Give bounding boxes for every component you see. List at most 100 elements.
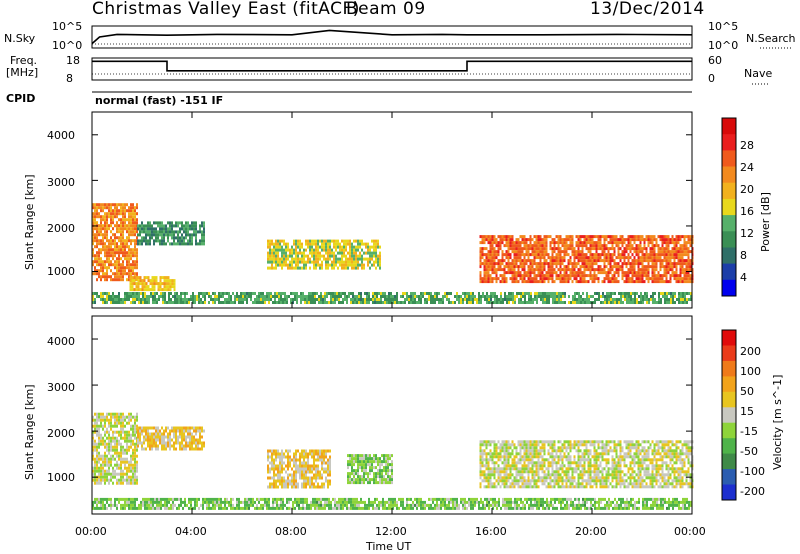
power-cell bbox=[306, 301, 308, 304]
power-cell bbox=[579, 280, 582, 284]
power-cell bbox=[349, 248, 351, 252]
power-cell bbox=[165, 288, 168, 292]
power-cell bbox=[675, 265, 678, 269]
velocity-cell bbox=[325, 470, 327, 474]
power-cell bbox=[271, 260, 273, 264]
velocity-cell bbox=[96, 460, 98, 464]
power-cell bbox=[244, 298, 246, 301]
power-cell bbox=[178, 301, 180, 304]
power-cell bbox=[110, 269, 112, 273]
power-cell bbox=[139, 233, 141, 237]
velocity-cell bbox=[110, 472, 112, 476]
velocity-cell bbox=[102, 412, 104, 416]
power-cell bbox=[497, 277, 500, 281]
velocity-cell bbox=[163, 429, 165, 433]
power-cell bbox=[534, 298, 536, 301]
power-cell bbox=[653, 271, 656, 275]
power-cell bbox=[390, 298, 392, 301]
velocity-cell bbox=[273, 449, 275, 453]
power-cell bbox=[515, 241, 518, 245]
velocity-cell bbox=[361, 457, 363, 461]
power-cell bbox=[246, 298, 248, 301]
power-cell bbox=[629, 280, 632, 284]
velocity-cell bbox=[315, 476, 317, 480]
power-cell bbox=[288, 295, 290, 298]
velocity-cell bbox=[116, 439, 118, 443]
power-cell bbox=[446, 298, 448, 301]
power-cell bbox=[329, 239, 331, 243]
power-cell bbox=[495, 238, 498, 242]
power-cell bbox=[546, 298, 548, 301]
velocity-cell bbox=[132, 481, 134, 485]
power-cell bbox=[141, 279, 144, 283]
power-cell bbox=[544, 292, 546, 295]
power-cell bbox=[646, 298, 648, 301]
power-cell bbox=[561, 256, 564, 260]
power-cell bbox=[641, 259, 644, 263]
velocity-cell bbox=[151, 435, 153, 439]
power-cell bbox=[671, 265, 674, 269]
power-cell bbox=[128, 227, 130, 231]
power-cell bbox=[603, 256, 606, 260]
power-cell bbox=[369, 245, 371, 249]
power-cell bbox=[527, 244, 530, 248]
power-cell bbox=[575, 253, 578, 257]
velocity-cell bbox=[118, 442, 120, 446]
velocity-cell bbox=[385, 466, 387, 470]
power-cell bbox=[126, 292, 128, 295]
power-cell bbox=[468, 301, 470, 304]
power-cell bbox=[92, 248, 94, 252]
power-cell bbox=[100, 257, 102, 261]
power-cell bbox=[347, 242, 349, 246]
power-cell bbox=[264, 295, 266, 298]
velocity-cell bbox=[505, 464, 508, 468]
velocity-cell bbox=[365, 460, 367, 464]
velocity-cell bbox=[357, 457, 359, 461]
power-cell bbox=[240, 298, 242, 301]
power-cell bbox=[624, 295, 626, 298]
power-cell bbox=[149, 239, 151, 243]
velocity-cell bbox=[92, 430, 94, 434]
velocity-cell bbox=[487, 476, 490, 480]
velocity-cell bbox=[137, 429, 139, 433]
power-cell bbox=[163, 227, 165, 231]
power-cell bbox=[617, 253, 620, 257]
power-cell bbox=[633, 256, 636, 260]
power-cell bbox=[489, 253, 492, 257]
power-cell bbox=[527, 259, 530, 263]
power-cell bbox=[159, 276, 162, 280]
power-cell bbox=[679, 277, 682, 281]
velocity-cell bbox=[297, 482, 299, 486]
power-cell bbox=[154, 295, 156, 298]
power-cell bbox=[163, 233, 165, 237]
power-cell bbox=[553, 280, 556, 284]
power-cell bbox=[102, 203, 104, 207]
power-cell bbox=[543, 277, 546, 281]
velocity-cell bbox=[295, 464, 297, 468]
velocity-cell bbox=[359, 457, 361, 461]
power-cell bbox=[629, 265, 632, 269]
power-cell bbox=[112, 218, 114, 222]
power-cell bbox=[583, 241, 586, 245]
power-cell bbox=[355, 239, 357, 243]
velocity-cell bbox=[136, 424, 138, 428]
power-cell bbox=[633, 241, 636, 245]
power-cell bbox=[659, 274, 662, 278]
power-cell bbox=[565, 238, 568, 242]
velocity-cell bbox=[497, 452, 500, 456]
power-cell bbox=[551, 271, 554, 275]
power-cell bbox=[320, 301, 322, 304]
power-cell bbox=[639, 274, 642, 278]
velocity-cell bbox=[377, 469, 379, 473]
power-cell bbox=[613, 265, 616, 269]
power-cell bbox=[269, 251, 271, 255]
velocity-cell bbox=[505, 458, 508, 462]
power-cell bbox=[349, 260, 351, 264]
power-cell bbox=[615, 268, 618, 272]
power-cell bbox=[628, 301, 630, 304]
power-cell bbox=[572, 301, 574, 304]
power-cell bbox=[183, 236, 185, 240]
power-cell bbox=[136, 230, 138, 234]
velocity-cell bbox=[349, 460, 351, 464]
power-cell bbox=[310, 301, 312, 304]
